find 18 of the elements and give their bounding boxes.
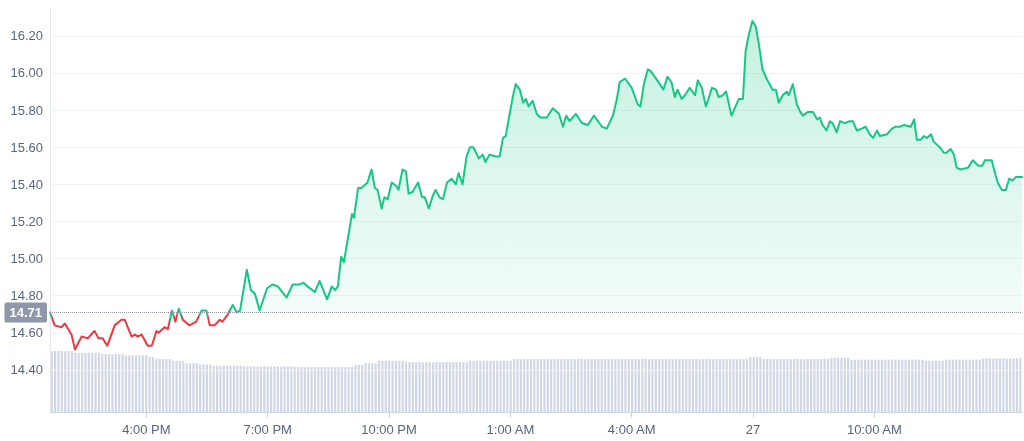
- y-tick-label: 15.80: [10, 102, 43, 118]
- x-tick-label: 4:00 AM: [607, 421, 656, 437]
- ref-line-label: 14.71: [9, 304, 42, 320]
- y-tick-label: 14.60: [10, 325, 43, 341]
- x-tick-label: 1:00 AM: [486, 421, 535, 437]
- y-tick-label: 15.20: [10, 213, 43, 229]
- x-tick-label: 10:00 PM: [361, 421, 417, 437]
- y-tick-label: 15.40: [10, 176, 43, 192]
- x-tick-label: 7:00 PM: [243, 421, 292, 437]
- x-tick-label: 27: [745, 421, 761, 437]
- y-tick-label: 14.40: [10, 362, 43, 378]
- x-tick-label: 10:00 AM: [846, 421, 902, 437]
- y-tick-label: 15.00: [10, 251, 43, 267]
- x-tick-label: 4:00 PM: [122, 421, 171, 437]
- y-tick-label: 16.20: [10, 28, 43, 44]
- y-tick-label: 15.60: [10, 139, 43, 155]
- y-tick-label: 16.00: [10, 65, 43, 81]
- y-tick-label: 14.80: [10, 288, 43, 304]
